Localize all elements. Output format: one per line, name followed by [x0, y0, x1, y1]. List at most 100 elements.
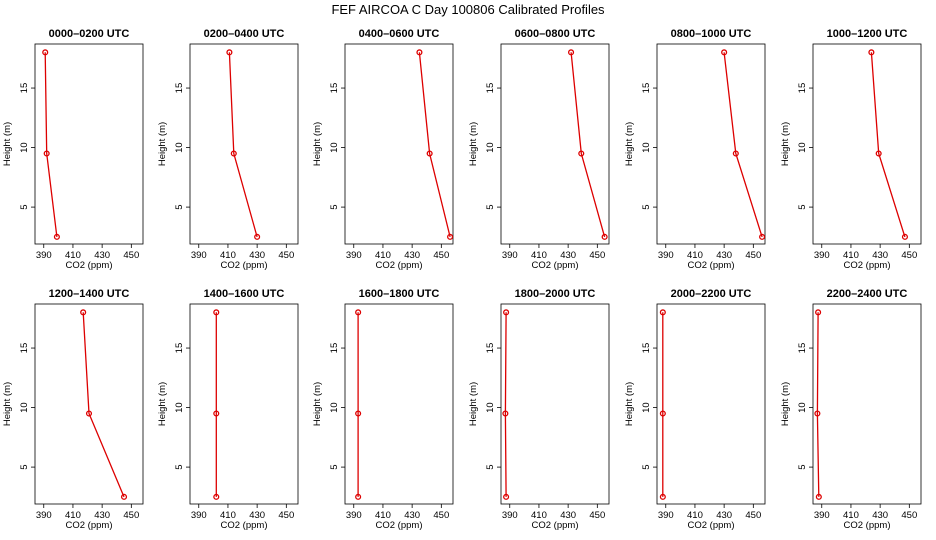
- x-tick-label: 390: [658, 510, 674, 521]
- y-tick-label: 5: [19, 204, 30, 209]
- data-point: [503, 309, 510, 316]
- x-tick-label: 390: [502, 510, 518, 521]
- y-tick-label: 10: [797, 402, 808, 413]
- y-tick-label: 15: [797, 83, 808, 94]
- data-point: [213, 410, 220, 417]
- panel-title: 1600–1800 UTC: [359, 288, 440, 300]
- x-tick-label: 410: [220, 510, 236, 521]
- x-tick-label: 450: [589, 250, 605, 261]
- x-tick-label: 450: [745, 250, 761, 261]
- x-axis-label: CO2 (ppm): [688, 520, 735, 531]
- y-tick-label: 10: [19, 402, 30, 413]
- y-axis-label: Height (m): [780, 122, 791, 166]
- data-point: [226, 49, 233, 56]
- x-tick-label: 390: [346, 250, 362, 261]
- y-tick-label: 15: [485, 83, 496, 94]
- data-point: [814, 410, 821, 417]
- x-tick-label: 430: [560, 510, 576, 521]
- x-tick-label: 450: [589, 510, 605, 521]
- x-tick-label: 450: [901, 510, 917, 521]
- plot-frame: [500, 303, 610, 505]
- x-tick-label: 410: [531, 250, 547, 261]
- plot-frame: [344, 303, 454, 505]
- data-point: [815, 309, 822, 316]
- plot-frame: [344, 43, 454, 245]
- panel-title: 0600–0800 UTC: [515, 28, 596, 40]
- data-point: [659, 309, 666, 316]
- y-tick-label: 15: [174, 83, 185, 94]
- data-point: [85, 410, 93, 417]
- data-point: [230, 150, 237, 157]
- y-axis-label: Height (m): [2, 122, 13, 166]
- x-tick-label: 430: [404, 510, 420, 521]
- y-tick-label: 10: [329, 142, 340, 153]
- data-point: [355, 410, 362, 417]
- x-tick-label: 410: [375, 510, 391, 521]
- x-axis-label: CO2 (ppm): [532, 520, 579, 531]
- x-tick-label: 390: [502, 250, 518, 261]
- plot-frame: [812, 303, 922, 505]
- y-tick-label: 10: [174, 402, 185, 413]
- x-tick-label: 410: [65, 510, 81, 521]
- x-axis-label: CO2 (ppm): [221, 260, 268, 271]
- y-tick-label: 5: [641, 204, 652, 209]
- x-tick-label: 390: [658, 250, 674, 261]
- data-point: [601, 233, 608, 240]
- x-tick-label: 430: [716, 250, 732, 261]
- data-point: [815, 493, 822, 500]
- panel-8: 1400–1600 UTC 390 410 430 450 5 10 15 CO2 (ppm) H…: [157, 288, 299, 531]
- panel-2: 0200–0400 UTC 390 410 430 450 5 10 15 CO2 (ppm) H…: [157, 28, 299, 271]
- y-tick-label: 10: [485, 402, 496, 413]
- panel-title: 0400–0600 UTC: [359, 28, 440, 40]
- plot-frame: [34, 303, 144, 505]
- y-tick-label: 15: [485, 343, 496, 354]
- x-tick-label: 450: [278, 250, 294, 261]
- data-point: [447, 233, 454, 240]
- profile-line: [504, 312, 507, 497]
- panel-title: 0000–0200 UTC: [49, 28, 130, 40]
- panel-11: 2000–2200 UTC 390 410 430 450 5 10 15 CO2 (ppm) H…: [624, 288, 766, 531]
- panel-3: 0400–0600 UTC 390 410 430 450 5 10 15 CO2 (ppm) H…: [312, 28, 454, 271]
- y-tick-label: 5: [19, 464, 30, 469]
- x-tick-label: 450: [278, 510, 294, 521]
- y-axis-label: Height (m): [157, 382, 168, 426]
- x-axis-label: CO2 (ppm): [844, 260, 891, 271]
- plot-frame: [34, 43, 144, 245]
- y-tick-label: 5: [174, 204, 185, 209]
- panel-title: 1800–2000 UTC: [515, 288, 596, 300]
- x-tick-label: 450: [123, 250, 139, 261]
- x-tick-label: 410: [843, 250, 859, 261]
- data-point: [80, 309, 87, 316]
- y-axis-label: Height (m): [157, 122, 168, 166]
- panel-title: 2200–2400 UTC: [827, 288, 908, 300]
- data-point: [213, 309, 220, 316]
- y-tick-label: 15: [19, 83, 30, 94]
- x-tick-label: 430: [872, 510, 888, 521]
- x-axis-label: CO2 (ppm): [66, 520, 113, 531]
- panel-4: 0600–0800 UTC 390 410 430 450 5 10 15 CO2 (ppm) H…: [468, 28, 610, 271]
- profile-line: [418, 52, 451, 238]
- panel-title: 1000–1200 UTC: [827, 28, 908, 40]
- x-axis-label: CO2 (ppm): [376, 520, 423, 531]
- panel-5: 0800–1000 UTC 390 410 430 450 5 10 15 CO2 (ppm) H…: [624, 28, 766, 271]
- y-axis-label: Height (m): [468, 122, 479, 166]
- data-point: [868, 49, 875, 56]
- y-tick-label: 5: [797, 464, 808, 469]
- x-tick-label: 430: [872, 250, 888, 261]
- x-axis-label: CO2 (ppm): [376, 260, 423, 271]
- data-point: [875, 150, 882, 157]
- y-tick-label: 5: [174, 464, 185, 469]
- profile-line: [816, 312, 820, 497]
- x-tick-label: 430: [404, 250, 420, 261]
- panel-9: 1600–1800 UTC 390 410 430 450 5 10 15 CO2 (ppm) H…: [312, 288, 454, 531]
- profile-line: [44, 52, 58, 237]
- x-tick-label: 450: [123, 510, 139, 521]
- x-tick-label: 410: [220, 250, 236, 261]
- profile-line: [228, 52, 258, 238]
- data-point: [254, 233, 261, 240]
- y-tick-label: 15: [329, 343, 340, 354]
- data-point: [732, 150, 739, 157]
- panel-title: 0200–0400 UTC: [204, 28, 285, 40]
- x-tick-label: 390: [36, 250, 52, 261]
- y-tick-label: 10: [174, 142, 185, 153]
